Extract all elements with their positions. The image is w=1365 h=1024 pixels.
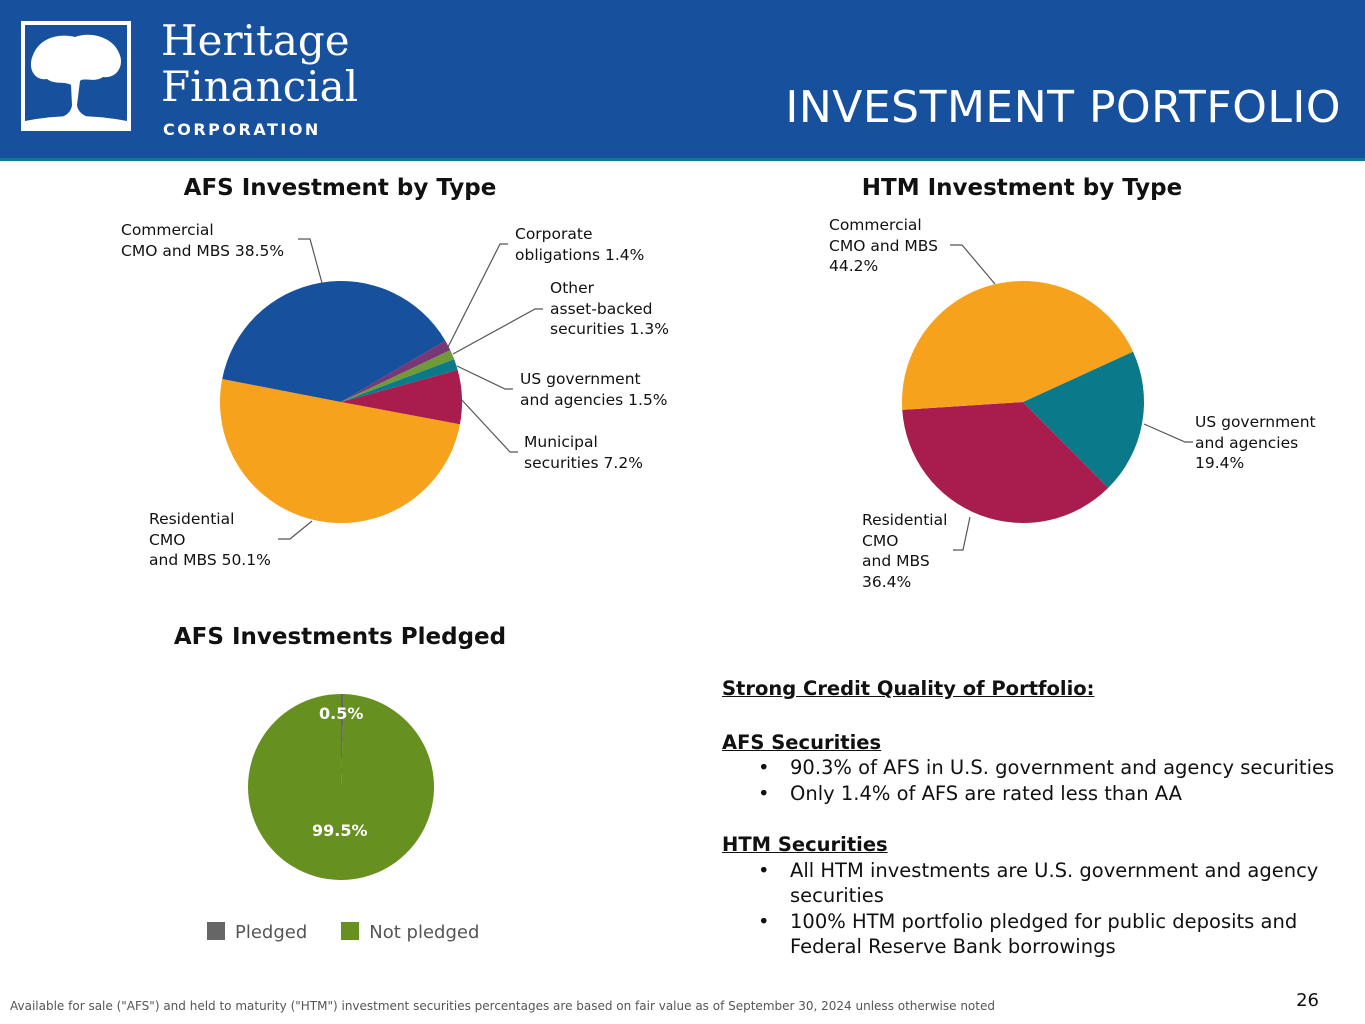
pie-slice-us-government-and-agencies <box>1023 351 1144 488</box>
afs-label-corporate: Corporate obligations 1.4% <box>515 225 645 264</box>
afs-heading: AFS Securities <box>722 730 882 754</box>
afs-pie <box>219 281 462 524</box>
pie-slice-us-government-and-agencies <box>341 359 458 402</box>
logo-corporation: CORPORATION <box>163 120 321 139</box>
page-number: 26 <box>1296 990 1319 1011</box>
pie-slice-residential-cmo-and-mbs <box>902 402 1109 523</box>
leader-line <box>452 308 543 355</box>
leader-line <box>950 244 996 285</box>
htm-bullet: 100% HTM portfolio pledged for public de… <box>758 909 1342 960</box>
leader-line <box>278 520 313 540</box>
htm-heading: HTM Securities <box>722 833 888 856</box>
pie-slice-not-pledged <box>247 694 434 880</box>
htm-label-commercial: Commercial CMO and MBS 44.2% <box>829 216 938 275</box>
afs-bullet: 90.3% of AFS in U.S. government and agen… <box>758 755 1342 781</box>
pledged-chart-title: AFS Investments Pledged <box>173 624 507 650</box>
leader-line <box>1143 423 1193 443</box>
htm-chart-title: HTM Investment by Type <box>861 175 1183 201</box>
pie-slice-residential-cmo-and-mbs <box>219 378 460 524</box>
leader-line <box>459 397 518 453</box>
header-banner: Heritage Financial CORPORATION INVESTMENT… <box>0 0 1365 161</box>
leader-line <box>953 516 971 551</box>
afs-label-us-gov: US government and agencies 1.5% <box>520 370 668 409</box>
pledged-legend: Pledged Not pledged <box>207 922 479 943</box>
pie-slice-corporate-obligations <box>341 340 451 402</box>
pie-slice-municipal-securities <box>341 370 462 425</box>
legend-item-not-pledged: Not pledged <box>341 922 479 943</box>
credit-quality-text: Strong Credit Quality of Portfolio: AFS … <box>722 676 1342 960</box>
afs-bullet: Only 1.4% of AFS are rated less than AA <box>758 781 1342 807</box>
logo-wordmark: Heritage Financial <box>161 16 359 111</box>
leader-line <box>447 243 508 348</box>
pie-slice-pledged <box>341 693 344 787</box>
pie-slice-other-asset-backed-securities <box>341 350 455 402</box>
not-pledged-data-label: 99.5% <box>312 821 368 840</box>
afs-label-residential: Residential CMO and MBS 50.1% <box>149 510 271 569</box>
credit-heading: Strong Credit Quality of Portfolio: <box>722 677 1095 700</box>
leader-line <box>298 238 323 284</box>
page-title: INVESTMENT PORTFOLIO <box>785 82 1341 133</box>
pie-slice-commercial-cmo-and-mbs <box>902 281 1134 410</box>
pledged-pie <box>247 693 434 880</box>
footnote: Available for sale ("AFS") and held to m… <box>10 999 995 1013</box>
afs-label-other-abs: Other asset-backed securities 1.3% <box>550 279 669 338</box>
legend-swatch <box>341 922 360 940</box>
htm-pie <box>902 281 1144 523</box>
htm-label-residential: Residential CMO and MBS 36.4% <box>862 511 948 591</box>
legend-swatch <box>207 922 225 940</box>
leader-lines <box>278 238 1193 551</box>
tree-logo-icon <box>21 21 131 131</box>
afs-chart-title: AFS Investment by Type <box>183 175 497 201</box>
htm-label-us-gov: US government and agencies 19.4% <box>1195 413 1316 472</box>
afs-label-municipal: Municipal securities 7.2% <box>524 433 643 472</box>
afs-label-commercial: Commercial CMO and MBS 38.5% <box>121 221 285 260</box>
pie-slice-commercial-cmo-and-mbs <box>222 281 446 402</box>
legend-item-pledged: Pledged <box>207 922 307 943</box>
pledged-data-label: 0.5% <box>319 704 364 723</box>
htm-bullet: All HTM investments are U.S. government … <box>758 858 1342 909</box>
leader-line <box>456 365 513 390</box>
